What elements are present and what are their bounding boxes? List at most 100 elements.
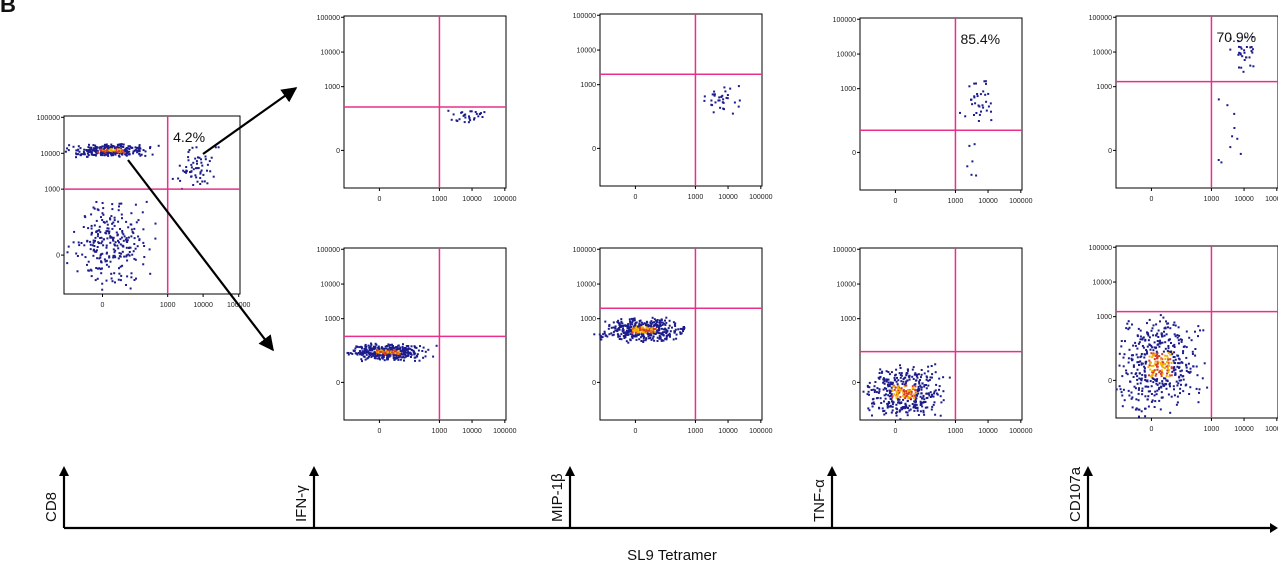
- event-dot: [1164, 377, 1167, 380]
- event-dot: [393, 357, 396, 359]
- event-dot: [197, 156, 199, 159]
- event-dot: [1170, 342, 1172, 344]
- event-dot: [639, 336, 642, 339]
- event-dot: [1137, 399, 1140, 402]
- event-dot: [974, 102, 977, 105]
- event-dot: [907, 392, 910, 395]
- event-dot: [100, 260, 103, 263]
- x-axis-bar: CD8 IFN-γ MIP-1β TNF-α CD107a: [43, 466, 1278, 533]
- event-dot: [394, 352, 397, 355]
- event-dot: [1170, 374, 1173, 377]
- event-dot: [1249, 64, 1252, 67]
- x-tick-label: 10000: [462, 428, 482, 435]
- event-dot: [121, 230, 124, 232]
- event-dot: [1198, 388, 1201, 391]
- event-dot: [964, 115, 967, 118]
- event-dot: [919, 379, 921, 381]
- event-dot: [192, 161, 195, 164]
- event-dot: [1123, 399, 1126, 402]
- event-dot: [868, 409, 871, 412]
- event-dot: [95, 147, 98, 150]
- event-dot: [883, 394, 886, 397]
- event-dot: [939, 395, 942, 398]
- event-dot: [658, 334, 661, 337]
- event-dot: [118, 150, 120, 153]
- event-dot: [908, 409, 911, 412]
- event-dot: [1244, 36, 1247, 39]
- event-dot: [477, 115, 480, 118]
- event-dot: [107, 145, 110, 147]
- event-dot: [1138, 364, 1140, 366]
- x-tick-label: 0: [377, 428, 381, 435]
- event-dot: [134, 146, 137, 149]
- event-dot: [665, 316, 668, 319]
- event-dot: [83, 215, 86, 218]
- event-dot: [888, 385, 891, 387]
- event-dot: [475, 112, 478, 115]
- event-dot: [386, 358, 389, 361]
- event-dot: [1135, 407, 1138, 410]
- event-dot: [971, 160, 974, 163]
- event-dot: [916, 407, 919, 410]
- event-dot: [125, 237, 128, 240]
- event-dot: [1159, 408, 1162, 411]
- event-dot: [910, 395, 913, 398]
- event-dot: [413, 356, 416, 359]
- event-dot: [1146, 352, 1149, 355]
- event-dot: [137, 235, 140, 238]
- event-dot: [125, 246, 128, 249]
- event-dot: [376, 346, 379, 349]
- event-dot: [1152, 334, 1155, 337]
- event-dot: [125, 254, 128, 257]
- event-dot: [619, 324, 622, 327]
- event-dot: [1136, 368, 1139, 371]
- event-dot: [359, 353, 362, 356]
- event-dot: [77, 145, 80, 148]
- event-dot: [1148, 374, 1150, 377]
- event-dot: [456, 120, 459, 122]
- event-dot: [914, 389, 917, 392]
- event-dot: [925, 378, 928, 381]
- event-dot: [905, 380, 908, 383]
- event-dot: [86, 152, 89, 155]
- event-dot: [1177, 362, 1180, 365]
- event-dot: [1142, 346, 1145, 349]
- event-dot: [148, 248, 151, 251]
- event-dot: [624, 334, 627, 337]
- event-dot: [1185, 364, 1188, 367]
- event-dot: [1136, 361, 1139, 364]
- event-dot: [905, 390, 908, 393]
- event-dot: [109, 218, 112, 221]
- event-dot: [622, 335, 625, 337]
- event-dot: [1156, 362, 1159, 365]
- event-dot: [612, 333, 615, 336]
- event-dot: [397, 358, 400, 361]
- event-dot: [927, 379, 930, 382]
- event-dot: [665, 328, 668, 331]
- event-dot: [116, 145, 119, 148]
- event-dot: [942, 390, 945, 393]
- event-dot: [603, 332, 606, 335]
- event-dot: [388, 349, 391, 352]
- event-dot: [77, 241, 80, 244]
- event-dot: [1135, 372, 1138, 375]
- event-dot: [711, 93, 714, 96]
- event-dot: [67, 149, 70, 152]
- event-dot: [1164, 363, 1167, 365]
- event-dot: [352, 349, 355, 352]
- event-dot: [126, 239, 129, 242]
- event-dot: [1176, 401, 1179, 404]
- event-dot: [391, 343, 393, 346]
- event-dot: [194, 174, 197, 177]
- event-dot: [867, 407, 870, 410]
- event-dot: [1169, 385, 1171, 388]
- event-dot: [468, 115, 470, 118]
- event-dot: [980, 110, 982, 113]
- event-dot: [1144, 379, 1147, 381]
- event-dot: [683, 326, 686, 329]
- event-dot: [903, 377, 906, 380]
- y-tick-label: 10000: [837, 52, 857, 59]
- event-dot: [363, 350, 366, 353]
- event-dot: [1150, 352, 1153, 355]
- event-dot: [1173, 333, 1176, 336]
